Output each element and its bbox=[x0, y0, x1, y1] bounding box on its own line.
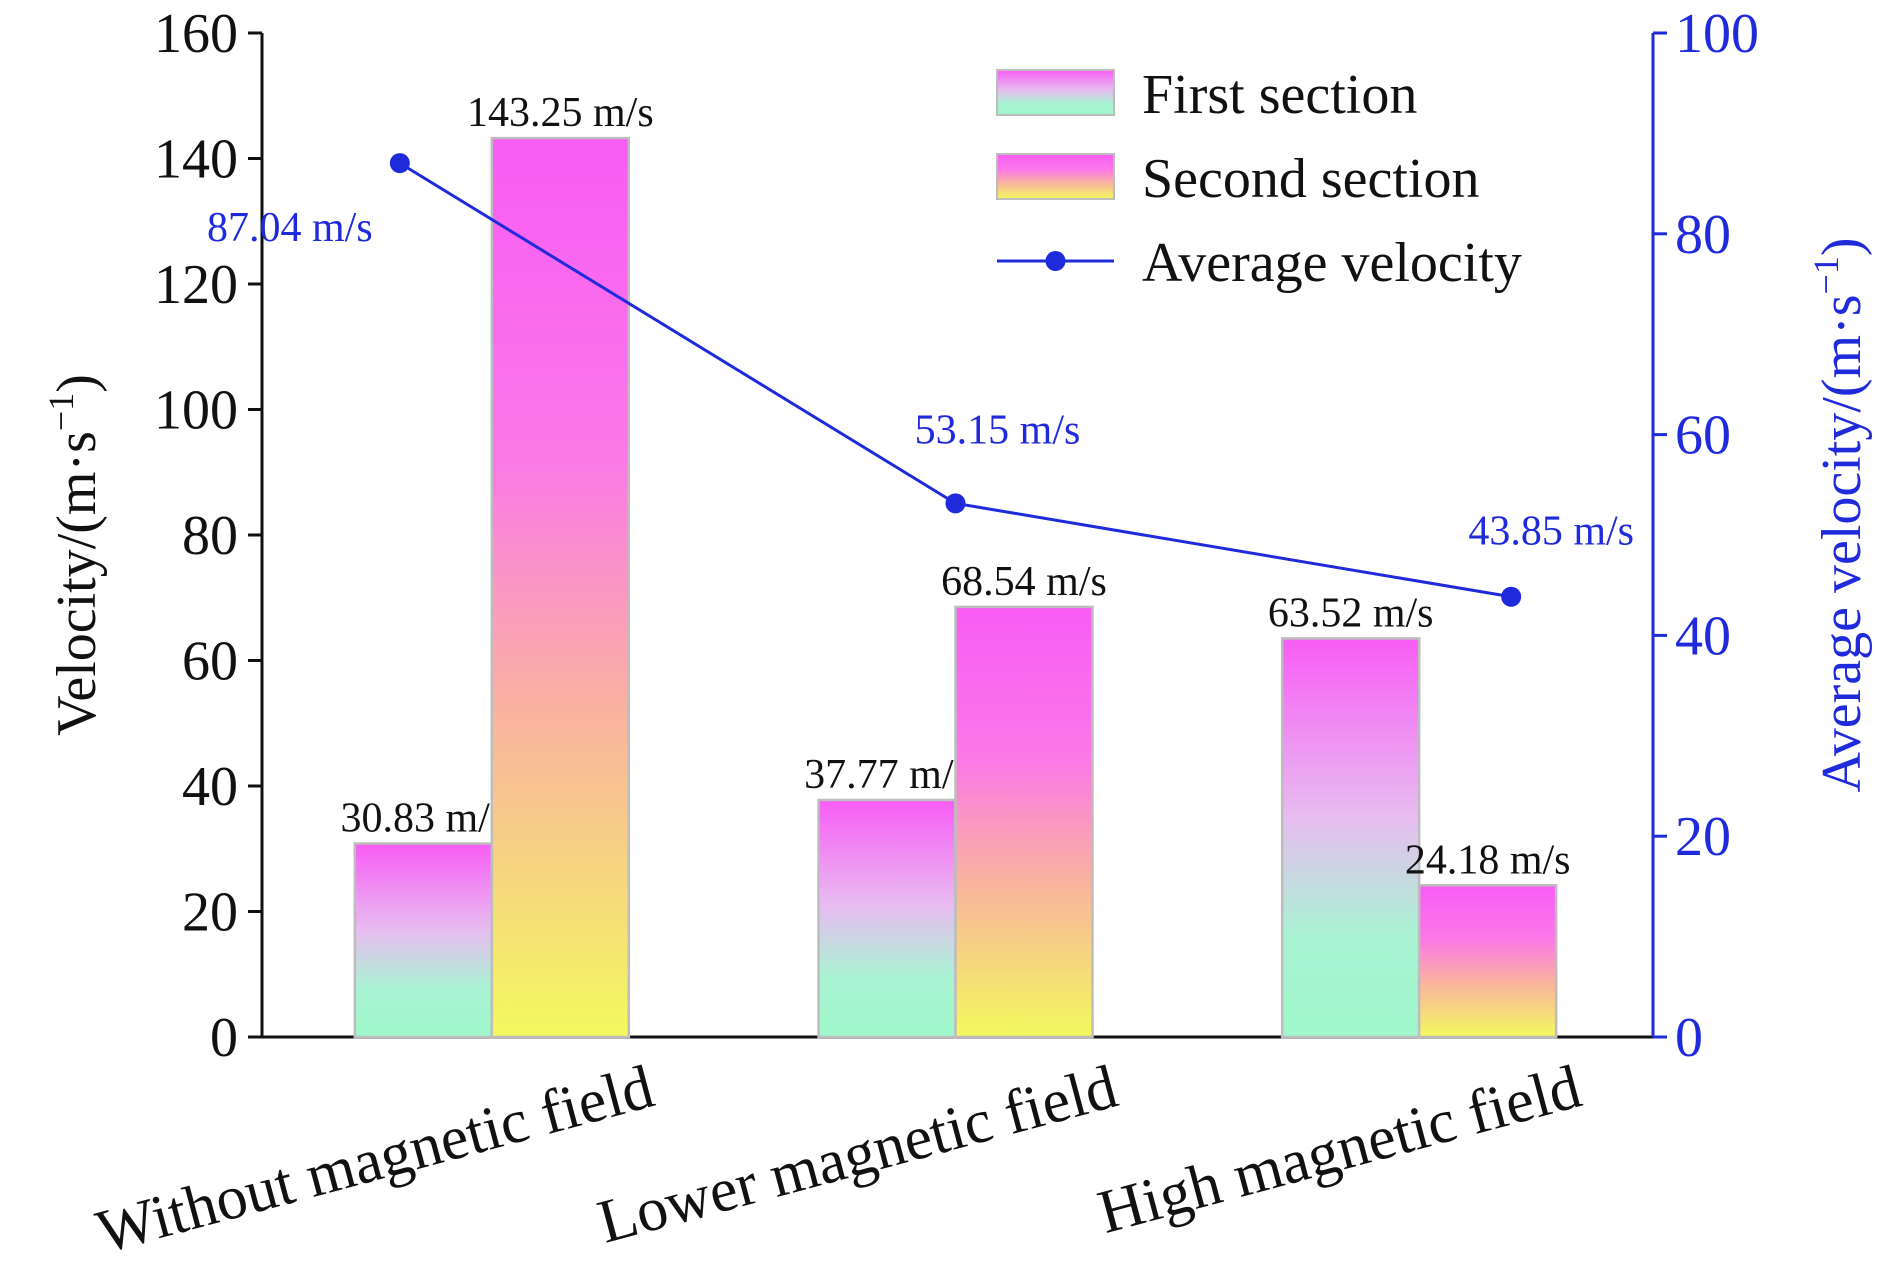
y-tick-label: 60 bbox=[182, 631, 238, 693]
legend-label-first-section: First section bbox=[1142, 64, 1417, 126]
legend-marker-average-velocity bbox=[1045, 251, 1066, 271]
y2-tick-label: 100 bbox=[1675, 3, 1759, 65]
y2-axis-title-text: Average velocity/(m·s bbox=[1811, 294, 1873, 792]
y-tick-label: 20 bbox=[182, 882, 238, 944]
y2-tick-label: 20 bbox=[1675, 806, 1731, 868]
legend-label-average-velocity: Average velocity bbox=[1142, 232, 1522, 294]
legend-label-second-section: Second section bbox=[1142, 148, 1479, 210]
bar-first-section bbox=[353, 842, 494, 1039]
y-tick-label: 40 bbox=[182, 756, 238, 818]
y2-axis-title-close: ) bbox=[1811, 237, 1873, 256]
y-tick-label: 140 bbox=[154, 129, 238, 191]
bar-second-section bbox=[1417, 884, 1558, 1039]
y-tick-label: 80 bbox=[182, 505, 238, 567]
y-axis-title: Velocity/(m·s−1) bbox=[41, 374, 108, 736]
x-category-label: Without magnetic field bbox=[90, 1053, 661, 1267]
y-tick-label: 0 bbox=[210, 1007, 238, 1069]
bar-value-label: 30.83 m/s bbox=[340, 796, 506, 842]
y-tick-label: 100 bbox=[154, 380, 238, 442]
average-velocity-point bbox=[945, 493, 966, 514]
y2-axis-title: Average velocity/(m·s−1) bbox=[1806, 237, 1873, 792]
legend-swatch-second-section bbox=[996, 153, 1115, 200]
plot-area: 0 20 40 60 80 100 120 140 160 0 20 40 60 80 100 Velocit… bbox=[41, 3, 1873, 1267]
bar-value-label: 143.25 m/s bbox=[467, 90, 654, 136]
y2-axis-title-superscript: −1 bbox=[1806, 256, 1846, 294]
x-category-label: High magnetic field bbox=[1091, 1053, 1588, 1247]
bar-first-section bbox=[1280, 637, 1421, 1039]
average-velocity-label: 43.85 m/s bbox=[1468, 509, 1634, 555]
y2-tick-label: 60 bbox=[1675, 405, 1731, 467]
bar-value-label: 24.18 m/s bbox=[1405, 837, 1571, 883]
y-tick-label: 120 bbox=[154, 254, 238, 316]
x-category-label: Lower magnetic field bbox=[591, 1053, 1124, 1257]
bar-first-section bbox=[817, 798, 957, 1039]
legend-swatch-first-section bbox=[996, 69, 1115, 116]
average-velocity-label: 53.15 m/s bbox=[915, 407, 1081, 453]
y2-tick-label: 40 bbox=[1675, 605, 1731, 667]
y-axis-title-superscript: −1 bbox=[41, 393, 81, 431]
average-velocity-label: 87.04 m/s bbox=[207, 205, 373, 251]
y2-tick-label: 0 bbox=[1675, 1007, 1703, 1069]
bar-value-label: 68.54 m/s bbox=[941, 559, 1107, 605]
y2-tick-label: 80 bbox=[1675, 204, 1731, 266]
average-velocity-point bbox=[1501, 586, 1522, 607]
bar-second-section bbox=[954, 605, 1094, 1039]
average-velocity-point bbox=[389, 153, 410, 174]
y-tick-label: 160 bbox=[154, 3, 238, 65]
y-axis-title-close: ) bbox=[46, 374, 108, 393]
bar-value-label: 37.77 m/s bbox=[804, 752, 970, 798]
bar-second-section bbox=[490, 136, 631, 1039]
bar-value-label: 63.52 m/s bbox=[1268, 590, 1434, 636]
y-axis-title-text: Velocity/(m·s bbox=[46, 431, 108, 736]
